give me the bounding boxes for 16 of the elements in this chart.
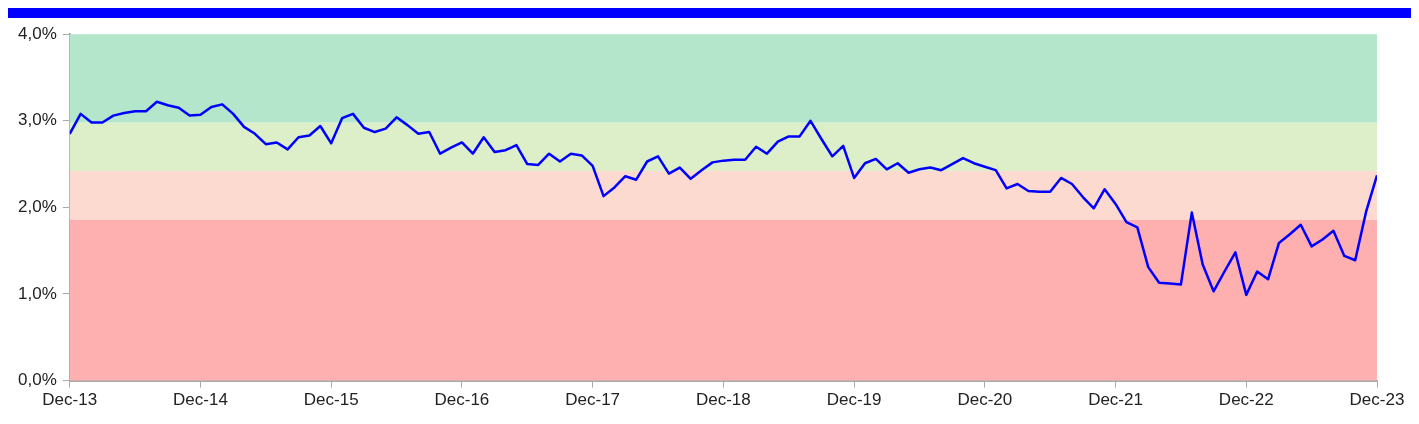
x-tick-label: Dec-23 — [1349, 390, 1405, 410]
x-tick-label: Dec-21 — [1088, 390, 1143, 410]
x-tick-label: Dec-13 — [42, 390, 98, 410]
x-tick-label: Dec-20 — [957, 390, 1013, 410]
x-tick-label: Dec-22 — [1218, 390, 1274, 410]
x-tick-label: Dec-18 — [695, 390, 751, 410]
x-tick-label: Dec-15 — [303, 390, 359, 410]
y-tick-label: 3,0% — [18, 110, 57, 130]
x-tick-label: Dec-17 — [565, 390, 621, 410]
x-tick-label: Dec-16 — [434, 390, 490, 410]
y-tick-label: 0,0% — [18, 370, 57, 390]
y-tick-label: 4,0% — [18, 23, 57, 43]
x-tick-label: Dec-19 — [826, 390, 882, 410]
y-tick-label: 1,0% — [18, 283, 57, 303]
y-tick-label: 2,0% — [18, 197, 57, 217]
x-tick-label: Dec-14 — [173, 390, 228, 410]
